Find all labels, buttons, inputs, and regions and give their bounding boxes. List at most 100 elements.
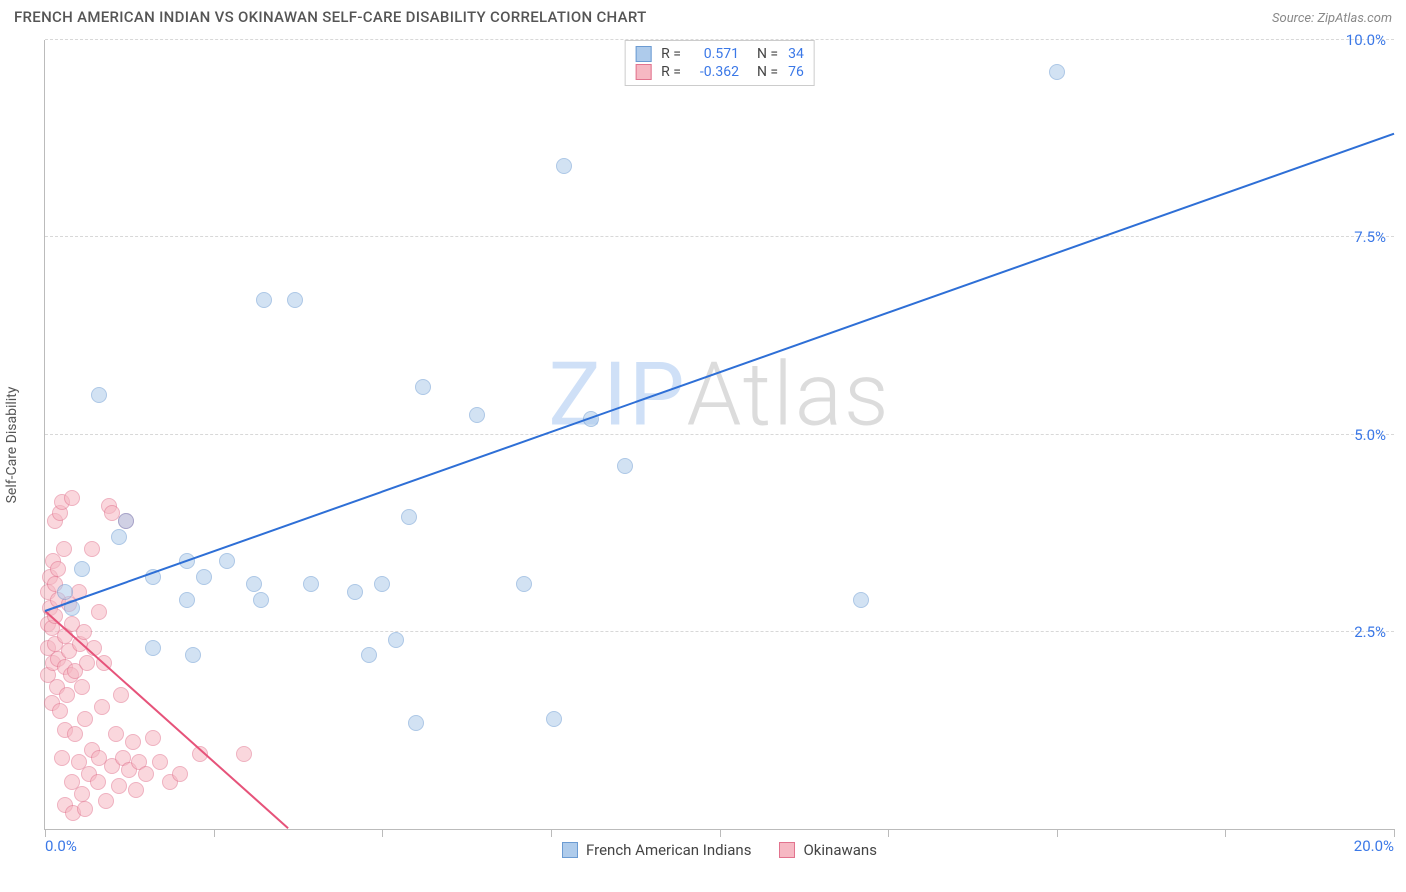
data-point <box>1049 64 1065 80</box>
source-name: ZipAtlas.com <box>1317 11 1392 26</box>
watermark-part-2: Atlas <box>687 344 891 447</box>
data-point <box>374 576 390 592</box>
data-point <box>94 699 110 715</box>
data-point <box>118 513 134 529</box>
legend-swatch-icon <box>635 46 651 62</box>
data-point <box>556 158 572 174</box>
data-point <box>59 687 75 703</box>
data-point <box>52 703 68 719</box>
data-point <box>108 726 124 742</box>
data-point <box>469 407 485 423</box>
x-tick <box>1394 829 1395 837</box>
series-legend-label: Okinawans <box>803 841 876 859</box>
n-value: 34 <box>788 46 804 62</box>
watermark-part-1: ZIP <box>548 344 686 447</box>
n-label: N = <box>757 64 778 80</box>
correlation-legend-row: R = -0.362 N = 76 <box>635 63 804 81</box>
x-tick-label: 0.0% <box>45 837 77 855</box>
data-point <box>246 576 262 592</box>
data-point <box>128 782 144 798</box>
data-point <box>90 774 106 790</box>
data-point <box>67 726 83 742</box>
data-point <box>303 576 319 592</box>
data-point <box>236 746 252 762</box>
data-point <box>145 730 161 746</box>
data-point <box>347 584 363 600</box>
source-attribution: Source: ZipAtlas.com <box>1272 11 1392 26</box>
correlation-legend-row: R = 0.571 N = 34 <box>635 45 804 63</box>
x-tick <box>214 829 215 837</box>
correlation-legend: R = 0.571 N = 34 R = -0.362 N = 76 <box>624 40 815 86</box>
data-point <box>516 576 532 592</box>
x-tick-label: 20.0% <box>1354 837 1394 855</box>
gridline <box>45 236 1394 237</box>
data-point <box>196 569 212 585</box>
data-point <box>219 553 235 569</box>
data-point <box>77 711 93 727</box>
data-point <box>111 529 127 545</box>
data-point <box>617 458 633 474</box>
data-point <box>546 711 562 727</box>
gridline <box>45 631 1394 632</box>
data-point <box>361 647 377 663</box>
chart-container: Self-Care Disability ZIPAtlas R = 0.571 … <box>0 30 1406 860</box>
trend-line <box>45 133 1395 612</box>
x-tick <box>45 829 46 837</box>
data-point <box>256 292 272 308</box>
data-point <box>64 490 80 506</box>
legend-swatch-icon <box>562 842 578 858</box>
y-tick-label: 5.0% <box>1354 426 1386 444</box>
r-label: R = <box>661 46 681 62</box>
data-point <box>79 655 95 671</box>
data-point <box>113 687 129 703</box>
n-label: N = <box>757 46 778 62</box>
y-tick-label: 2.5% <box>1354 623 1386 641</box>
series-legend-label: French American Indians <box>586 841 751 859</box>
data-point <box>57 584 73 600</box>
data-point <box>388 632 404 648</box>
series-legend: French American Indians Okinawans <box>45 841 1394 859</box>
data-point <box>74 786 90 802</box>
data-point <box>50 561 66 577</box>
data-point <box>152 754 168 770</box>
plot-area: ZIPAtlas R = 0.571 N = 34 R = -0.362 N =… <box>44 40 1394 830</box>
data-point <box>179 592 195 608</box>
source-prefix: Source: <box>1272 11 1317 26</box>
legend-swatch-icon <box>635 64 651 80</box>
data-point <box>172 766 188 782</box>
data-point <box>84 541 100 557</box>
x-tick <box>382 829 383 837</box>
data-point <box>415 379 431 395</box>
data-point <box>185 647 201 663</box>
x-tick <box>720 829 721 837</box>
gridline <box>45 434 1394 435</box>
title-bar: FRENCH AMERICAN INDIAN VS OKINAWAN SELF-… <box>0 0 1406 30</box>
data-point <box>401 509 417 525</box>
y-tick-label: 7.5% <box>1354 228 1386 246</box>
watermark: ZIPAtlas <box>548 344 890 447</box>
data-point <box>77 801 93 817</box>
data-point <box>74 561 90 577</box>
y-tick-label: 10.0% <box>1346 31 1386 49</box>
data-point <box>76 624 92 640</box>
data-point <box>111 778 127 794</box>
r-value: -0.362 <box>691 64 739 80</box>
data-point <box>54 750 70 766</box>
data-point <box>98 793 114 809</box>
r-label: R = <box>661 64 681 80</box>
data-point <box>287 292 303 308</box>
data-point <box>74 679 90 695</box>
data-point <box>91 604 107 620</box>
chart-title: FRENCH AMERICAN INDIAN VS OKINAWAN SELF-… <box>14 8 647 26</box>
x-tick <box>1225 829 1226 837</box>
x-tick <box>1057 829 1058 837</box>
data-point <box>91 387 107 403</box>
data-point <box>138 766 154 782</box>
data-point <box>408 715 424 731</box>
data-point <box>125 734 141 750</box>
data-point <box>145 640 161 656</box>
x-tick <box>888 829 889 837</box>
data-point <box>56 541 72 557</box>
x-tick <box>551 829 552 837</box>
data-point <box>853 592 869 608</box>
